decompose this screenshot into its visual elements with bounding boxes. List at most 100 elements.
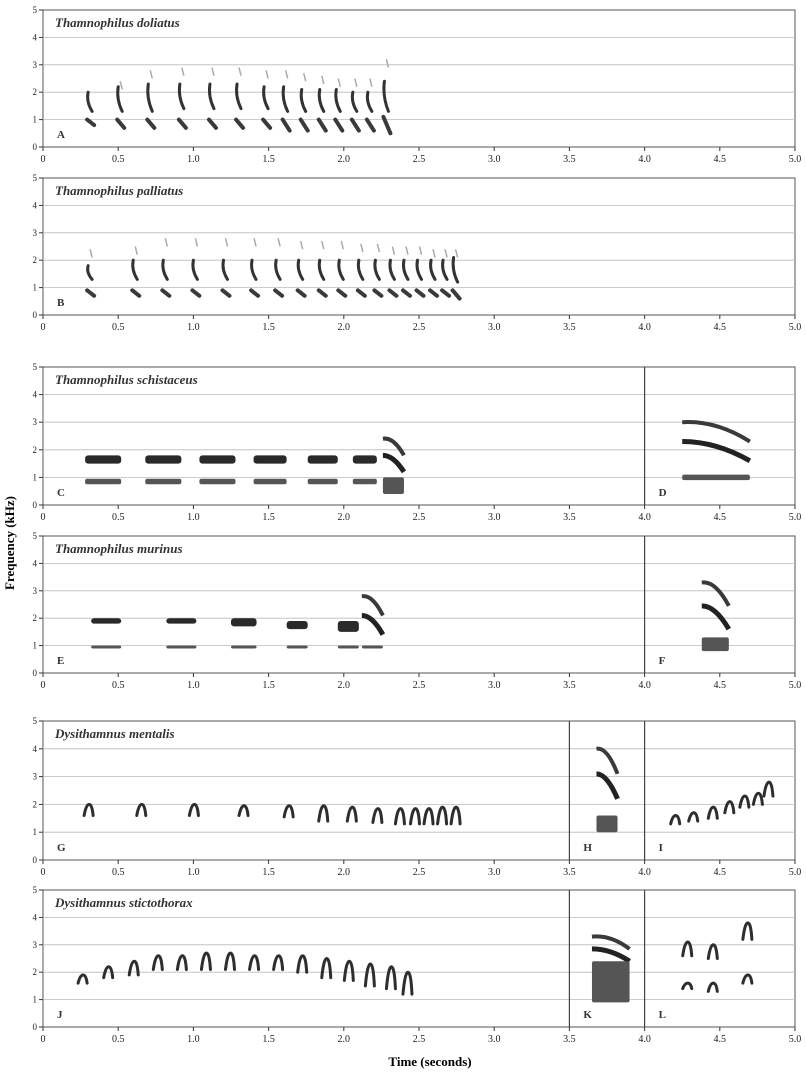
x-tick-label: 3.5 — [563, 867, 576, 878]
y-tick-label: 4 — [33, 390, 38, 400]
x-tick-label: 5.0 — [789, 680, 802, 691]
note-upper-band — [429, 258, 437, 281]
note-harmonic — [376, 243, 381, 253]
note-chevron — [320, 956, 333, 980]
note-upper-band — [91, 618, 122, 624]
note-chevron — [127, 959, 140, 977]
note-harmonic — [119, 81, 123, 90]
x-tick-label: 3.0 — [488, 1034, 501, 1045]
note-lower-band — [253, 478, 287, 485]
note-upper-band — [451, 255, 460, 284]
y-tick-label: 5 — [33, 362, 38, 372]
note-upper-band — [382, 79, 390, 113]
y-tick-label: 5 — [33, 173, 38, 183]
note-chevron — [223, 951, 236, 971]
note-upper-band — [441, 258, 449, 281]
note-harmonic — [454, 249, 459, 258]
note-harmonic — [253, 238, 257, 247]
note-lower-band — [249, 288, 261, 298]
note-harmonic — [418, 246, 423, 255]
species-title: Dysithamnus mentalis — [54, 726, 175, 741]
y-tick-label: 1 — [33, 472, 38, 482]
x-tick-label: 0.5 — [112, 680, 125, 691]
note-lower-band — [199, 478, 236, 485]
note-lower-band — [701, 637, 729, 652]
y-tick-label: 3 — [33, 60, 38, 70]
panel-letter-F: F — [659, 655, 666, 667]
y-axis-label: Frequency (kHz) — [2, 496, 17, 590]
note-harmonic — [321, 75, 325, 85]
note-upper-band — [177, 82, 186, 111]
x-tick-label: 3.5 — [563, 680, 576, 691]
panel-letter-C: C — [57, 487, 65, 499]
panel-letter-G: G — [57, 842, 66, 854]
note-chevron — [401, 970, 414, 996]
note-chevron — [751, 791, 764, 806]
panel-letter-D: D — [659, 487, 667, 499]
note-upper-band — [199, 455, 236, 464]
species-title: Dysithamnus stictothorax — [54, 895, 193, 910]
note-lower-band — [307, 478, 338, 485]
note-lower-band — [440, 288, 452, 298]
note-lower-band — [231, 645, 257, 649]
x-tick-label: 1.5 — [262, 680, 275, 691]
note-chevron — [345, 805, 358, 823]
y-tick-label: 4 — [33, 744, 38, 754]
note-harmonic — [340, 240, 345, 250]
note-lower-band — [286, 645, 308, 649]
x-tick-label: 3.5 — [563, 322, 576, 333]
x-tick-label: 2.0 — [338, 867, 351, 878]
note-harmonic — [302, 72, 307, 82]
panel-frame-dysithamnus-mentalis — [42, 720, 796, 861]
note-upper-band — [86, 90, 94, 113]
x-tick-label: 2.0 — [338, 1034, 351, 1045]
y-tick-label: 2 — [33, 613, 38, 623]
x-tick-label: 2.0 — [338, 154, 351, 165]
note-upper-band — [253, 455, 287, 464]
note-upper-band — [250, 258, 258, 281]
note-lower-band — [387, 288, 399, 298]
note-lower-band — [234, 117, 246, 130]
species-title: Thamnophilus doliatus — [55, 15, 180, 30]
x-tick-label: 2.0 — [338, 322, 351, 333]
x-tick-label: 2.5 — [413, 322, 426, 333]
note-chevron — [371, 807, 384, 824]
note-upper-band — [281, 85, 290, 113]
note-upper-band — [161, 258, 169, 281]
x-tick-label: 2.0 — [338, 512, 351, 523]
note-upper-band — [350, 90, 359, 113]
note-lower-band — [85, 117, 97, 128]
note-upper-band — [85, 455, 122, 464]
note-harmonic — [284, 70, 289, 79]
note-chevron — [762, 780, 775, 798]
note-upper-band — [131, 258, 139, 281]
y-tick-label: 2 — [33, 967, 38, 977]
x-tick-label: 1.0 — [187, 512, 200, 523]
x-tick-label: 1.5 — [262, 512, 275, 523]
note-lower-band — [596, 815, 618, 833]
note-mid-band — [701, 603, 731, 631]
x-tick-label: 0 — [41, 680, 46, 691]
note-upper-band — [299, 87, 308, 113]
x-tick-label: 1.0 — [187, 1034, 200, 1045]
y-tick-label: 5 — [33, 5, 38, 15]
note-chevron — [422, 807, 435, 826]
note-lower-band — [349, 117, 361, 133]
note-lower-band — [115, 117, 127, 130]
note-chevron — [151, 954, 164, 971]
note-lower-band — [337, 645, 359, 649]
note-upper-band — [274, 258, 282, 281]
x-tick-label: 4.5 — [714, 512, 727, 523]
note-upper-band — [317, 258, 326, 281]
note-lower-band — [176, 117, 188, 130]
y-tick-label: 2 — [33, 799, 38, 809]
note-harmonic — [369, 78, 373, 87]
note-upper-band — [415, 258, 424, 281]
note-chevron — [296, 954, 309, 974]
x-tick-label: 4.0 — [638, 322, 651, 333]
x-tick-label: 1.0 — [187, 680, 200, 691]
x-tick-label: 2.0 — [338, 680, 351, 691]
note-lower-band — [85, 478, 122, 485]
note-chevron — [706, 805, 719, 820]
